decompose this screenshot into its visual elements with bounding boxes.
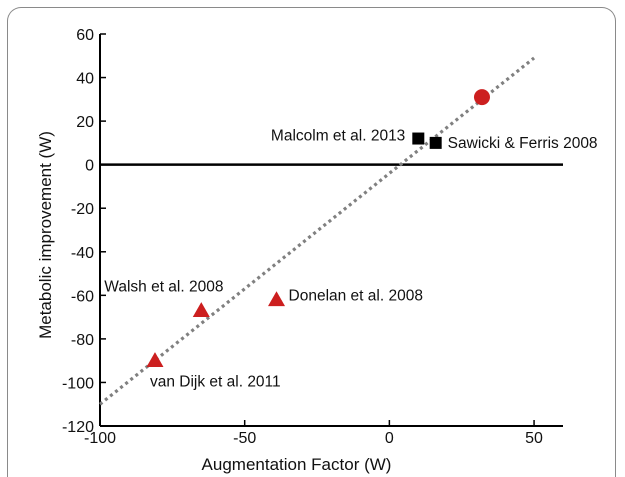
square-marker [412, 132, 425, 145]
y-tick-label: -20 [71, 201, 94, 218]
x-tick-label: 50 [525, 430, 543, 447]
y-tick-label: -60 [71, 288, 94, 305]
point-label: Walsh et al. 2008 [104, 279, 223, 296]
point-label: van Dijk et al. 2011 [150, 374, 281, 391]
x-tick-label: -100 [84, 430, 116, 447]
y-tick-label: 40 [76, 71, 94, 88]
triangle-marker [268, 291, 286, 307]
y-tick-label: 20 [76, 114, 94, 131]
y-tick-label: 0 [85, 158, 94, 175]
circle-marker [473, 89, 490, 106]
x-tick-label: 0 [385, 430, 394, 447]
figure-frame [7, 7, 616, 477]
point-label: Malcolm et al. 2013 [271, 128, 405, 145]
y-tick-label: -80 [71, 332, 94, 349]
y-tick-label: -40 [71, 245, 94, 262]
y-tick-label: -100 [62, 375, 94, 392]
y-axis-label: Metabolic improvement (W) [36, 131, 55, 339]
point-label: Donelan et al. 2008 [289, 288, 423, 305]
x-tick-label: -50 [233, 430, 256, 447]
triangle-marker [146, 352, 164, 368]
y-tick-label: 60 [76, 27, 94, 44]
y-tick-label: -120 [62, 419, 94, 436]
x-axis-label: Augmentation Factor (W) [202, 455, 392, 474]
trend-line [99, 56, 536, 406]
square-marker [429, 136, 442, 149]
point-label: Sawicki & Ferris 2008 [448, 135, 598, 152]
triangle-marker [192, 302, 210, 317]
